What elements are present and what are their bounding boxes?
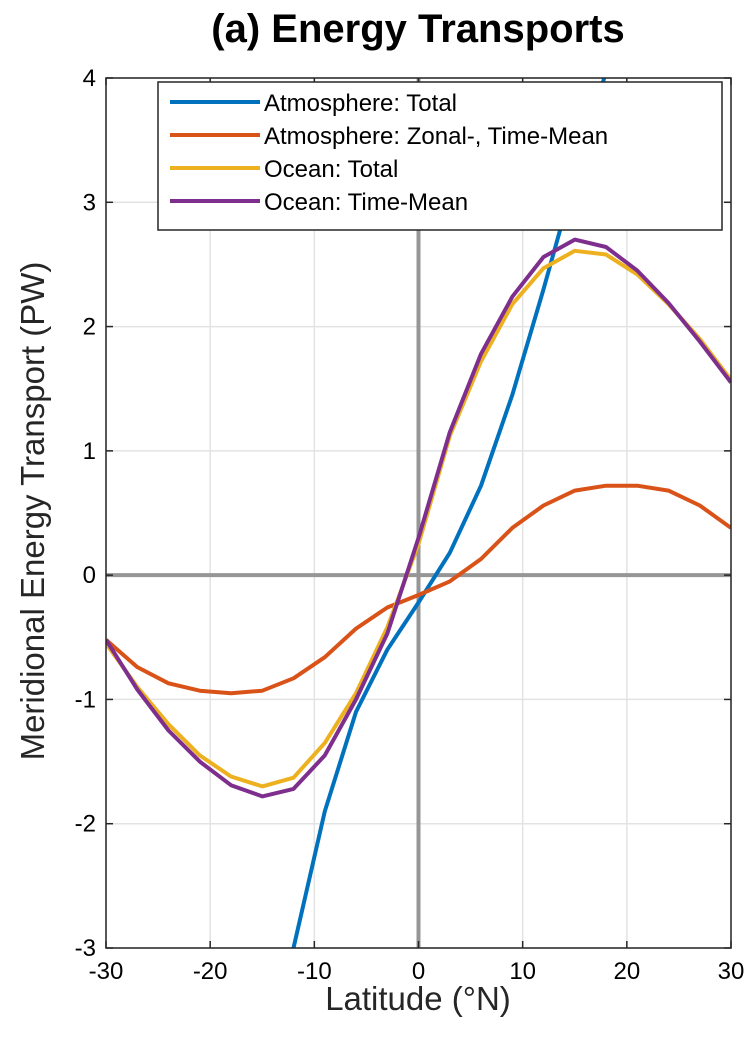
x-tick-label-2: -10 (297, 958, 332, 985)
series-lines (106, 78, 731, 948)
chart-title: (a) Energy Transports (211, 7, 624, 51)
series-line-3 (106, 237, 731, 799)
x-axis-ticks: -30 -20 -10 0 10 20 30 (89, 78, 745, 985)
x-tick-label-1: -20 (193, 958, 228, 985)
series-line-1 (106, 483, 731, 696)
x-tick-label-4: 10 (509, 958, 536, 985)
x-axis-label: Latitude (°N) (325, 980, 511, 1017)
legend-label-2: Ocean: Total (264, 156, 398, 183)
y-tick-label-4: 1 (83, 438, 96, 465)
x-tick-label-0: -30 (89, 958, 124, 985)
y-axis-label: Meridional Energy Transport (PW) (14, 262, 51, 761)
legend-label-3: Ocean: Time-Mean (264, 189, 468, 216)
y-tick-label-1: -2 (75, 811, 96, 838)
y-tick-label-2: -1 (75, 686, 96, 713)
y-axis-ticks: -3 -2 -1 0 1 2 3 4 (75, 65, 731, 962)
y-tick-label-3: 0 (83, 562, 96, 589)
y-tick-label-6: 3 (83, 189, 96, 216)
legend: Atmosphere: Total Atmosphere: Zonal-, Tim… (157, 81, 723, 231)
x-tick-label-6: 30 (718, 958, 745, 985)
legend-box (157, 81, 723, 231)
legend-label-1: Atmosphere: Zonal-, Time-Mean (264, 123, 608, 150)
y-tick-label-5: 2 (83, 314, 96, 341)
x-tick-label-5: 20 (613, 958, 640, 985)
legend-label-0: Atmosphere: Total (264, 90, 457, 117)
y-tick-label-0: -3 (75, 935, 96, 962)
y-tick-label-7: 4 (83, 65, 96, 92)
x-tick-label-3: 0 (412, 958, 425, 985)
